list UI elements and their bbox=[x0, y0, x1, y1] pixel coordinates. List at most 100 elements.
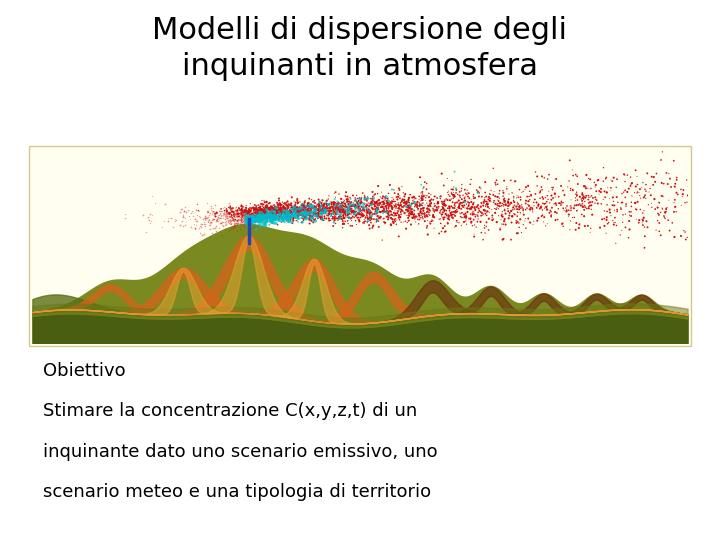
Point bbox=[261, 210, 272, 218]
Point bbox=[631, 180, 643, 189]
Point bbox=[143, 212, 154, 221]
Point bbox=[389, 202, 400, 211]
Point bbox=[468, 215, 480, 224]
Point bbox=[276, 214, 288, 222]
Point bbox=[225, 205, 236, 213]
Point bbox=[220, 205, 232, 213]
Point bbox=[350, 205, 361, 214]
Point bbox=[266, 218, 277, 226]
Point bbox=[191, 206, 202, 215]
Point bbox=[453, 219, 464, 227]
Point bbox=[505, 206, 517, 215]
Point bbox=[243, 205, 254, 214]
Point bbox=[449, 199, 461, 207]
Point bbox=[603, 218, 614, 227]
Point bbox=[310, 202, 321, 211]
Point bbox=[269, 212, 280, 220]
Point bbox=[412, 198, 423, 206]
Point bbox=[447, 194, 459, 202]
Point bbox=[335, 213, 346, 221]
Point bbox=[528, 201, 540, 210]
Point bbox=[268, 211, 279, 220]
Point bbox=[333, 200, 344, 209]
Point bbox=[512, 208, 523, 217]
Point bbox=[239, 206, 251, 215]
Point bbox=[293, 211, 305, 220]
Point bbox=[252, 206, 264, 214]
Point bbox=[287, 217, 299, 225]
Point bbox=[402, 203, 413, 212]
Point bbox=[252, 212, 264, 220]
Point bbox=[402, 206, 413, 214]
Point bbox=[222, 210, 234, 219]
Point bbox=[412, 205, 423, 214]
Point bbox=[301, 206, 312, 214]
Point bbox=[580, 203, 591, 212]
Point bbox=[462, 188, 473, 197]
Point bbox=[378, 205, 390, 213]
Point bbox=[191, 216, 202, 225]
Point bbox=[328, 210, 339, 218]
Point bbox=[292, 205, 304, 214]
Point bbox=[328, 200, 339, 209]
Point bbox=[343, 210, 354, 218]
Point bbox=[354, 205, 366, 213]
Point bbox=[328, 204, 339, 213]
Point bbox=[537, 194, 549, 203]
Point bbox=[448, 210, 459, 219]
Point bbox=[415, 194, 427, 202]
Point bbox=[580, 193, 591, 202]
Point bbox=[315, 214, 327, 223]
Point bbox=[302, 214, 313, 223]
Point bbox=[294, 205, 305, 214]
Point bbox=[385, 207, 397, 216]
Point bbox=[271, 212, 283, 220]
Point bbox=[260, 221, 271, 230]
Point bbox=[253, 208, 265, 217]
Point bbox=[235, 214, 247, 223]
Point bbox=[464, 204, 475, 213]
Point bbox=[536, 211, 548, 220]
Point bbox=[265, 207, 276, 216]
Point bbox=[251, 213, 263, 222]
Point bbox=[466, 198, 477, 206]
Point bbox=[521, 204, 533, 212]
Point bbox=[235, 213, 247, 221]
Point bbox=[277, 214, 289, 222]
Point bbox=[289, 201, 301, 210]
Point bbox=[554, 199, 566, 207]
Point bbox=[654, 219, 665, 227]
Point bbox=[327, 213, 338, 221]
Point bbox=[468, 190, 480, 199]
Point bbox=[312, 205, 324, 214]
Point bbox=[224, 199, 235, 207]
Point bbox=[390, 220, 402, 228]
Point bbox=[243, 208, 255, 217]
Point bbox=[577, 197, 588, 205]
Point bbox=[284, 213, 295, 221]
Point bbox=[350, 217, 361, 225]
Point bbox=[454, 191, 465, 200]
Point bbox=[284, 208, 295, 217]
Point bbox=[300, 201, 312, 210]
Point bbox=[431, 206, 443, 214]
Point bbox=[259, 213, 271, 222]
Point bbox=[295, 204, 307, 213]
Point bbox=[407, 208, 418, 217]
Point bbox=[271, 204, 282, 213]
Point bbox=[690, 180, 701, 188]
Point bbox=[637, 221, 649, 230]
Point bbox=[423, 193, 435, 202]
Point bbox=[309, 202, 320, 211]
Point bbox=[353, 199, 364, 207]
Point bbox=[498, 188, 510, 197]
Point bbox=[247, 215, 258, 224]
Point bbox=[272, 206, 284, 214]
Point bbox=[330, 219, 341, 228]
Point bbox=[367, 197, 379, 205]
Point bbox=[422, 207, 433, 216]
Point bbox=[359, 194, 371, 203]
Point bbox=[297, 211, 309, 219]
Point bbox=[233, 204, 245, 213]
Point bbox=[243, 217, 255, 225]
